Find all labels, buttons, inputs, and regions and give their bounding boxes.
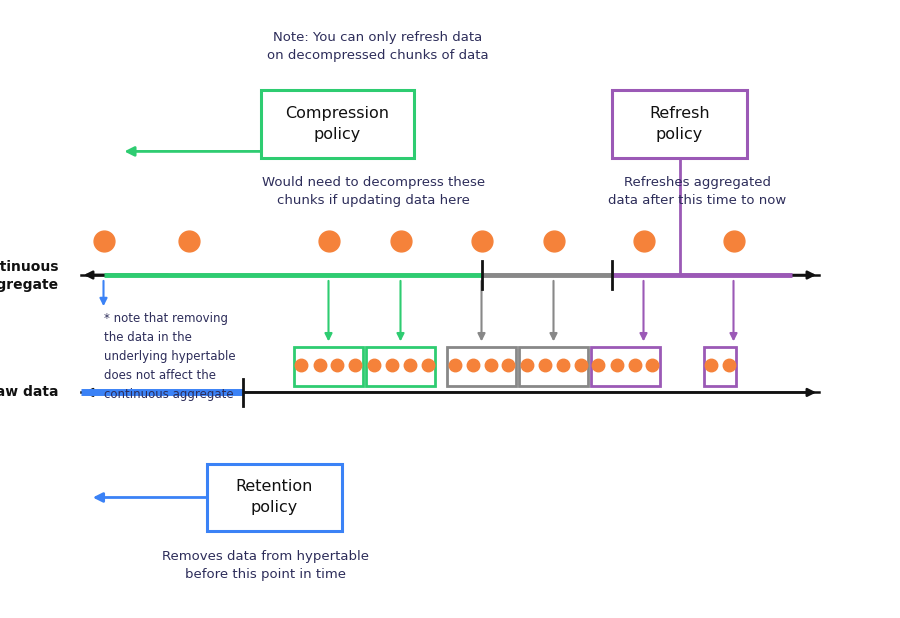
Text: Refresh
policy: Refresh policy <box>649 106 710 142</box>
Bar <box>519 347 588 386</box>
Text: Retention
policy: Retention policy <box>236 480 313 515</box>
Text: Raw data: Raw data <box>0 386 58 399</box>
Text: Removes data from hypertable
before this point in time: Removes data from hypertable before this… <box>162 550 369 581</box>
Bar <box>591 347 660 386</box>
Bar <box>704 347 736 386</box>
FancyBboxPatch shape <box>612 90 747 158</box>
Text: Continuous
aggregate: Continuous aggregate <box>0 260 58 292</box>
Bar <box>447 347 516 386</box>
Text: Compression
policy: Compression policy <box>285 106 390 142</box>
FancyBboxPatch shape <box>207 464 342 531</box>
Text: Refreshes aggregated
data after this time to now: Refreshes aggregated data after this tim… <box>608 176 787 207</box>
Bar <box>366 347 435 386</box>
Text: Would need to decompress these
chunks if updating data here: Would need to decompress these chunks if… <box>262 176 485 207</box>
Text: Note: You can only refresh data
on decompressed chunks of data: Note: You can only refresh data on decom… <box>267 31 489 62</box>
Bar <box>294 347 363 386</box>
FancyBboxPatch shape <box>261 90 414 158</box>
Text: * note that removing
the data in the
underlying hypertable
does not affect the
c: * note that removing the data in the und… <box>104 312 235 401</box>
